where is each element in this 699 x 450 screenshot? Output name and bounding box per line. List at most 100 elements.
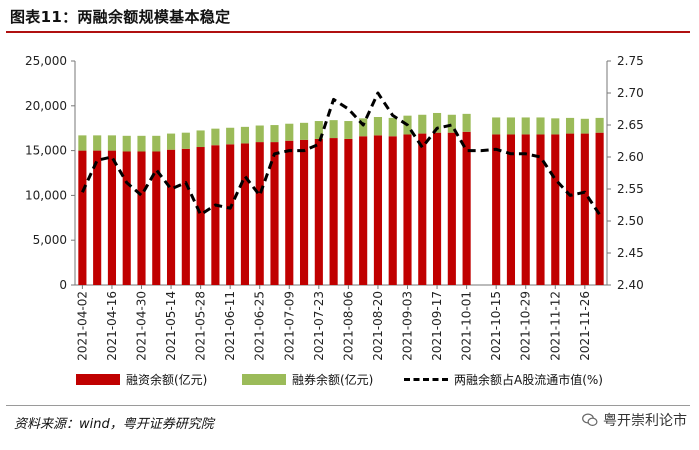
bar-securities (166, 133, 176, 150)
bar-securities (565, 117, 575, 134)
bar-securities (181, 132, 190, 149)
bar-financing (137, 151, 146, 285)
source-note: 资料来源：wind，粤开证券研究院 (14, 417, 214, 432)
bar-financing (299, 139, 309, 285)
bar-securities (93, 135, 102, 151)
bar-financing (181, 148, 190, 285)
legend-item-financing: 融资余额(亿元) (76, 371, 207, 388)
bar-securities (432, 112, 442, 133)
x-tick-label: 2021-10-15 (489, 291, 503, 361)
wechat-icon (582, 413, 598, 427)
x-tick-label: 2021-09-03 (401, 291, 415, 361)
chart-title: 图表11：两融余额规模基本稳定 (10, 8, 231, 26)
bar-securities (580, 118, 589, 134)
bar-securities (506, 117, 516, 135)
bar-financing (521, 134, 530, 285)
x-tick-label: 2021-11-12 (548, 291, 562, 361)
x-tick-label: 2021-04-30 (135, 291, 149, 361)
bar-financing (565, 133, 575, 285)
x-tick-label: 2021-07-23 (312, 291, 326, 361)
legend-label-financing: 融资余额(亿元) (126, 373, 208, 387)
y-left-tick-label: 20,000 (25, 99, 67, 113)
y-left-tick-label: 25,000 (25, 54, 67, 68)
bar-securities (152, 135, 161, 152)
x-tick-label: 2021-04-16 (105, 291, 119, 361)
bar-financing (93, 150, 102, 285)
bar-securities (211, 128, 220, 146)
x-tick-label: 2021-08-06 (341, 291, 355, 361)
bar-financing (211, 145, 220, 285)
bar-securities (137, 135, 146, 152)
bar-financing (373, 135, 383, 285)
bar-financing (403, 134, 412, 285)
bar-financing (196, 147, 205, 285)
chart-legend: 融资余额(亿元) 融券余额(亿元) 两融余额占A股流通市值(%) (0, 371, 699, 389)
title-underline (6, 31, 690, 33)
bar-financing (551, 134, 560, 285)
bar-securities (226, 127, 235, 145)
y-right-tick-label: 2.55 (617, 182, 644, 196)
bar-securities (418, 114, 427, 134)
legend-swatch-financing (76, 374, 120, 385)
legend-swatch-ratio (404, 378, 448, 381)
bar-securities (78, 135, 87, 151)
bar-securities (255, 125, 264, 143)
watermark: 粤开崇利论市 (582, 410, 687, 430)
bar-financing (255, 142, 264, 285)
bar-financing (344, 138, 353, 285)
bar-financing (285, 140, 294, 285)
bar-financing (359, 136, 368, 285)
bar-financing (536, 134, 545, 285)
bar-financing (122, 151, 131, 285)
bar-financing (492, 134, 501, 285)
chart-area: 0 5,000 10,000 15,000 20,000 25,000 2.40 2.45 2.… (25, 54, 644, 361)
x-tick-label: 2021-05-14 (164, 291, 178, 361)
bar-financing (388, 136, 397, 285)
y-right-tick-label: 2.60 (617, 150, 644, 164)
bar-securities (359, 118, 368, 137)
line-ratio (81, 91, 601, 217)
bar-financing (270, 142, 279, 285)
bar-securities (270, 125, 279, 143)
x-tick-label: 2021-06-25 (253, 291, 267, 361)
y-left-tick-label: 5,000 (33, 233, 67, 247)
bar-securities (462, 113, 471, 132)
bar-financing (580, 133, 589, 285)
x-tick-label: 2021-05-28 (194, 291, 208, 361)
x-tick-label: 2021-08-20 (371, 291, 385, 361)
bar-financing (314, 138, 323, 285)
bar-securities (447, 114, 456, 133)
y-right-tick-label: 2.40 (617, 278, 644, 292)
y-right-tick-label: 2.70 (617, 86, 644, 100)
bar-financing (240, 143, 250, 285)
bar-securities (388, 117, 397, 137)
y-left-tick-label: 0 (59, 278, 67, 292)
bar-financing (418, 133, 427, 285)
bar-securities (285, 123, 294, 141)
x-tick-label: 2021-10-29 (519, 291, 533, 361)
legend-swatch-securities (242, 374, 286, 385)
bar-securities (240, 126, 250, 144)
bar-securities (299, 122, 309, 140)
bar-securities (314, 121, 323, 139)
bar-financing (432, 132, 442, 285)
bar-financing (462, 131, 471, 285)
bar-securities (107, 135, 117, 151)
bar-securities (536, 117, 545, 135)
x-tick-label: 2021-04-02 (75, 291, 89, 361)
bar-securities (196, 130, 205, 148)
legend-item-ratio: 两融余额占A股流通市值(%) (404, 371, 603, 388)
footer-divider (6, 405, 690, 406)
x-tick-label: 2021-09-17 (430, 291, 444, 361)
bar-financing (595, 132, 604, 285)
bar-financing (166, 149, 176, 285)
bar-financing (329, 138, 338, 285)
bar-securities (551, 118, 560, 135)
bar-financing (226, 144, 235, 285)
x-tick-label: 2021-06-11 (223, 291, 237, 361)
bar-financing (78, 150, 87, 285)
y-left-tick-label: 10,000 (25, 188, 67, 202)
bar-financing (107, 150, 117, 285)
y-left-tick-label: 15,000 (25, 144, 67, 158)
y-right-tick-label: 2.45 (617, 246, 644, 260)
